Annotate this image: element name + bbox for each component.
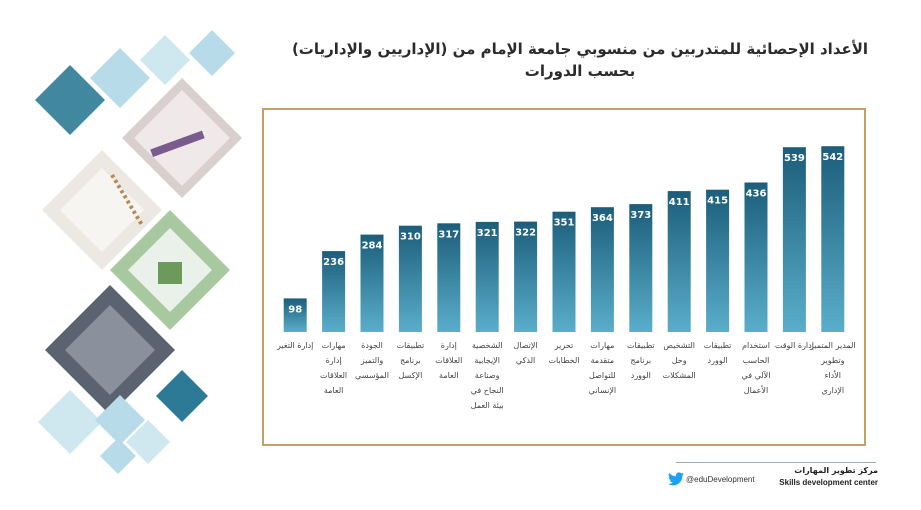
category-tick-label: مهارات: [322, 341, 346, 350]
bar: [821, 146, 845, 332]
category-tick-label: الحاسب: [743, 356, 770, 365]
org-name-english: Skills development center: [779, 478, 878, 487]
bar-chart: 98 إدارة التغير 236 مهارات إدارة العلاقات العا…: [276, 146, 856, 410]
bar: [437, 223, 461, 332]
category-tick-label: الأداء: [825, 370, 841, 380]
bar-value-label: 411: [669, 197, 690, 208]
category-tick-label: الجودة: [361, 341, 383, 350]
category-tick-label: وصناعة: [475, 371, 500, 380]
category-tick-label: وتطوير: [820, 356, 845, 365]
bar-value-label: 364: [592, 213, 613, 224]
category-tick-label: الخطابات: [548, 356, 579, 365]
bar-value-label: 415: [707, 196, 728, 207]
category-tick-label: متقدمة: [591, 356, 615, 365]
category-tick-label: العلاقات: [435, 356, 462, 365]
category-tick-label: العلاقات: [320, 371, 347, 380]
deco-diamond: [90, 48, 150, 108]
bar-value-label: 542: [822, 152, 843, 163]
category-tick-label: الإنساني: [589, 386, 616, 396]
category-tick-label: المؤسسي: [355, 371, 389, 380]
deco-diamond: [156, 370, 208, 422]
category-tick-label: الذكي: [516, 356, 535, 365]
deco-diamond: [189, 30, 235, 76]
category-tick-label: وحل: [672, 356, 687, 365]
category-tick-label: المدير المتميز: [809, 341, 856, 350]
bar: [590, 207, 614, 332]
bar-value-label: 284: [362, 241, 383, 252]
bar: [360, 234, 384, 332]
category-tick-label: الآلي في: [742, 370, 771, 380]
bar: [322, 251, 346, 332]
category-tick-label: المشكلات: [663, 371, 696, 380]
category-tick-label: برنامج: [400, 356, 421, 365]
category-tick-label: برنامج: [630, 356, 651, 365]
deco-diamond: [126, 420, 170, 464]
footer-divider: [676, 462, 876, 463]
bar: [744, 182, 768, 332]
category-tick-label: الإكسل: [399, 371, 423, 381]
category-tick-label: إدارة التغير: [276, 341, 313, 351]
title-line-1: الأعداد الإحصائية للمتدربين من منسوبي جا…: [291, 40, 869, 58]
bar: [283, 298, 307, 332]
title-line-2: بحسب الدورات: [524, 62, 636, 80]
bar-value-label: 98: [288, 304, 302, 315]
twitter-bird-icon: [668, 472, 684, 486]
category-tick-label: العامة: [324, 386, 344, 395]
category-tick-label: تطبيقات: [397, 341, 425, 350]
deco-diamond: [100, 438, 136, 474]
deco-diamond: [35, 65, 105, 135]
deco-diamond: [38, 390, 102, 454]
category-tick-label: إدارة الوقت: [775, 341, 814, 351]
category-tick-label: والتميز: [360, 356, 384, 365]
category-tick-label: الإداري: [821, 386, 844, 396]
category-tick-label: إدارة: [326, 356, 342, 366]
deco-diamond: [95, 395, 145, 445]
bar: [514, 221, 538, 332]
category-tick-label: الإيجابية: [474, 356, 500, 366]
bar: [706, 189, 730, 332]
bar-value-label: 321: [477, 228, 498, 239]
category-tick-label: مهارات: [590, 341, 614, 350]
chart-frame: 98 إدارة التغير 236 مهارات إدارة العلاقات العا…: [262, 108, 866, 446]
bar-value-label: 317: [438, 229, 459, 240]
category-tick-label: بيئة العمل: [471, 401, 504, 410]
category-tick-label: استخدام: [742, 341, 770, 350]
bar: [782, 147, 806, 332]
category-tick-label: العامة: [439, 371, 459, 380]
bar: [552, 211, 576, 332]
category-tick-label: التشخيص: [663, 341, 695, 350]
bar-value-label: 236: [323, 257, 344, 268]
org-name-arabic: مركز تطوير المهارات: [794, 466, 878, 475]
bar-value-label: 436: [746, 189, 767, 200]
bar: [398, 225, 422, 332]
bar: [667, 191, 691, 332]
category-tick-label: إدارة: [441, 341, 457, 351]
category-tick-label: الأعمال: [744, 385, 768, 395]
category-tick-label: النجاح في: [471, 386, 504, 395]
category-tick-label: تطبيقات: [704, 341, 732, 350]
category-tick-label: للتواصل: [589, 371, 616, 380]
chart-title: الأعداد الإحصائية للمتدربين من منسوبي جا…: [270, 38, 890, 82]
bar: [629, 204, 653, 332]
bar-value-label: 310: [400, 232, 421, 243]
category-tick-label: تحرير: [554, 341, 573, 350]
deco-diamond: [140, 35, 190, 85]
bar-value-label: 351: [554, 218, 575, 229]
category-tick-label: الشخصية: [472, 341, 503, 350]
bar: [475, 221, 499, 332]
bar-value-label: 373: [630, 210, 651, 221]
category-tick-label: تطبيقات: [627, 341, 655, 350]
twitter-handle[interactable]: @eduDevelopment: [686, 475, 755, 484]
category-tick-label: الوورد: [631, 371, 651, 380]
decorative-photo-collage: [35, 30, 242, 474]
category-tick-label: الوورد: [708, 356, 728, 365]
bar-value-label: 539: [784, 153, 805, 164]
category-tick-label: الإتصال: [513, 341, 537, 351]
footer: @eduDevelopment مركز تطوير المهارات Skil…: [668, 462, 878, 498]
bar-value-label: 322: [515, 228, 536, 239]
